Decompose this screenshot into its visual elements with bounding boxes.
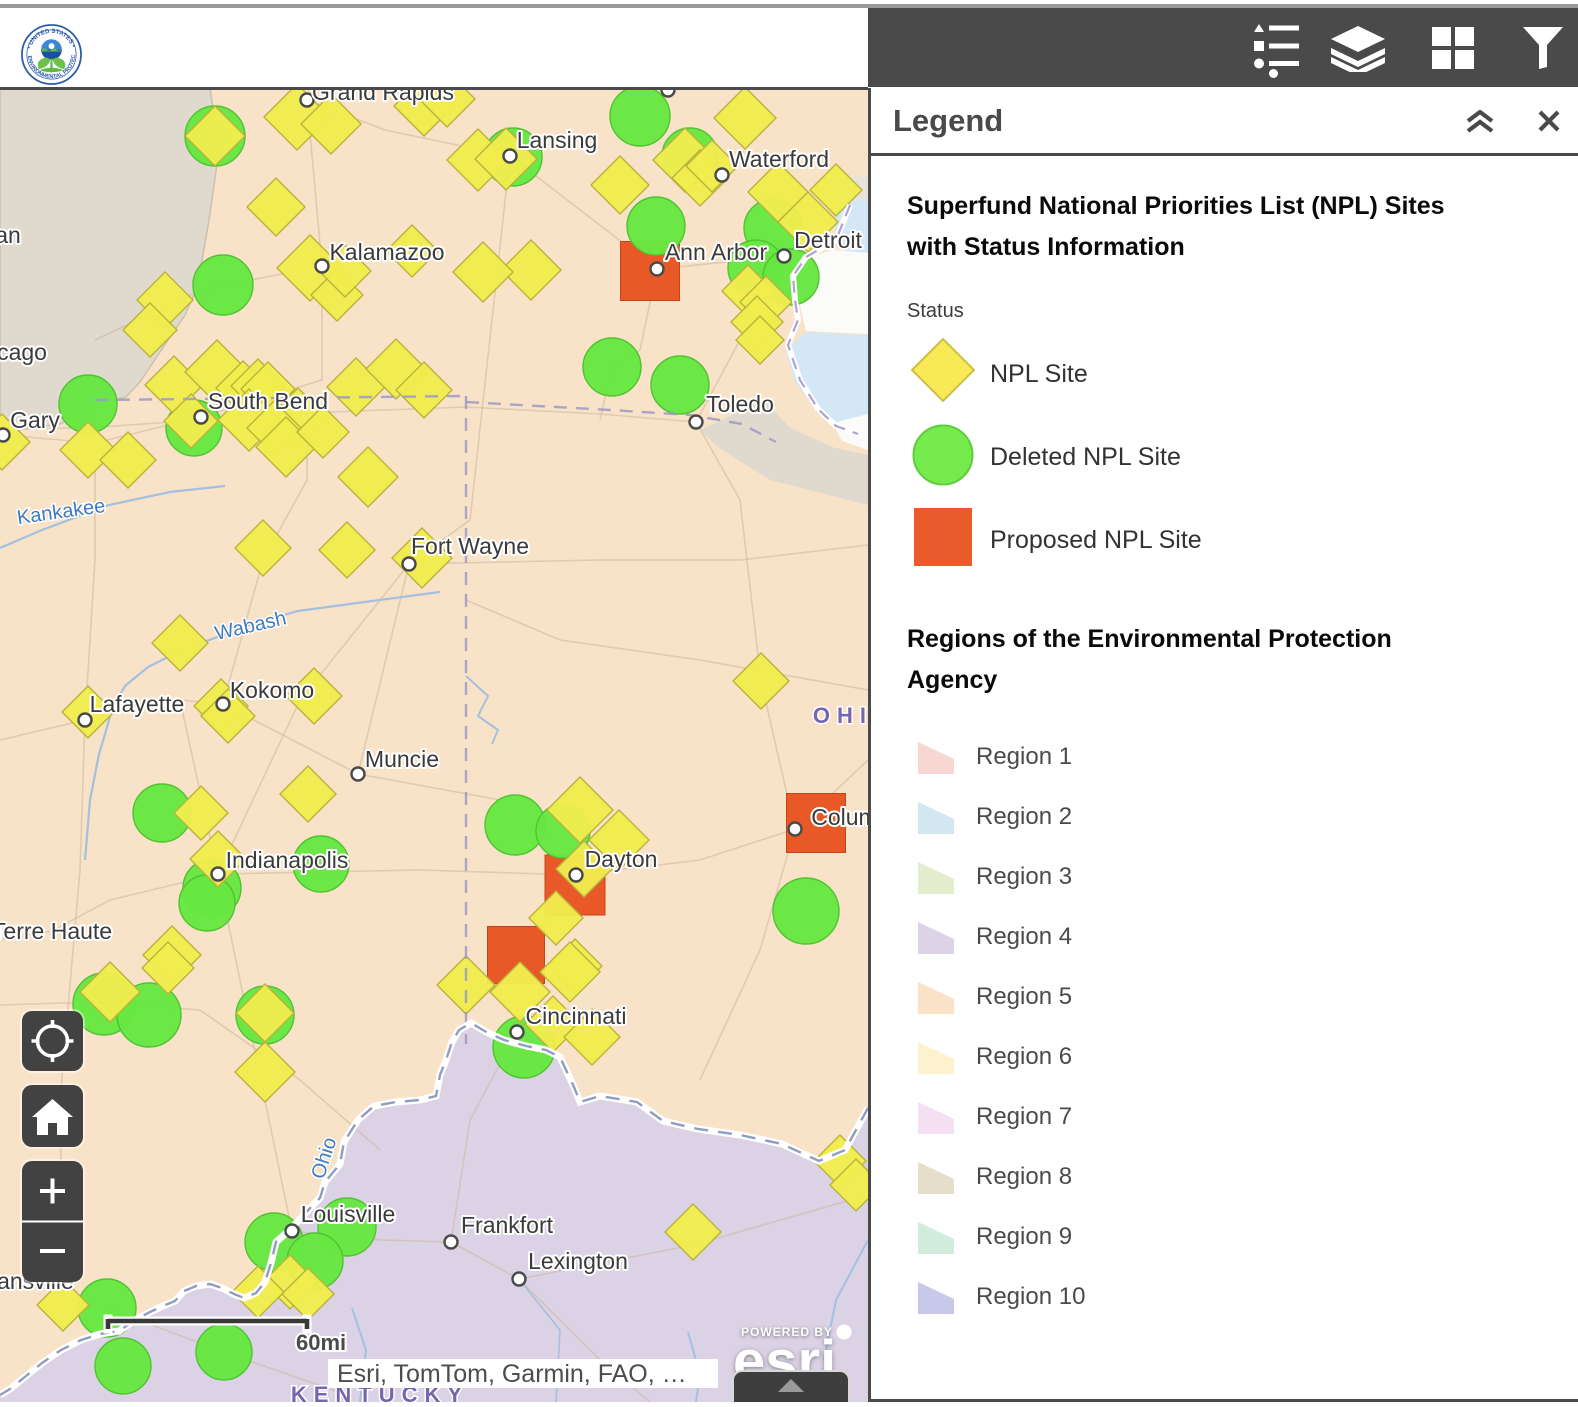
svg-text:Gary: Gary (10, 407, 60, 433)
svg-text:Lafayette: Lafayette (90, 691, 185, 717)
svg-text:Louisville: Louisville (301, 1201, 396, 1227)
svg-text:Detroit: Detroit (794, 227, 862, 253)
svg-text:Muncie: Muncie (365, 746, 439, 772)
svg-text:Toledo: Toledo (706, 391, 774, 417)
svg-text:Dayton: Dayton (585, 846, 658, 872)
svg-text:Grand Rapids: Grand Rapids (312, 79, 454, 105)
svg-text:Columbus: Columbus (811, 804, 868, 830)
svg-text:Lexington: Lexington (528, 1248, 628, 1274)
svg-text:Lansing: Lansing (517, 127, 598, 153)
svg-text:Frankfort: Frankfort (461, 1212, 554, 1238)
svg-text:Waterford: Waterford (729, 146, 829, 172)
svg-text:Kokomo: Kokomo (230, 677, 314, 703)
svg-text:Kalamazoo: Kalamazoo (329, 239, 444, 265)
svg-text:cago: cago (0, 339, 47, 365)
svg-text:Cincinnati: Cincinnati (526, 1003, 627, 1029)
svg-text:Terre Haute: Terre Haute (0, 918, 112, 944)
svg-text:Ann Arbor: Ann Arbor (665, 239, 768, 265)
svg-text:South Bend: South Bend (208, 388, 328, 414)
svg-text:POWERED BY: POWERED BY (741, 1325, 833, 1339)
svg-text:OHIO: OHIO (813, 703, 868, 728)
svg-text:60mi: 60mi (296, 1330, 346, 1355)
svg-text:Fort Wayne: Fort Wayne (411, 533, 529, 559)
svg-text:Indianapolis: Indianapolis (226, 847, 349, 873)
svg-text:an: an (0, 222, 21, 248)
